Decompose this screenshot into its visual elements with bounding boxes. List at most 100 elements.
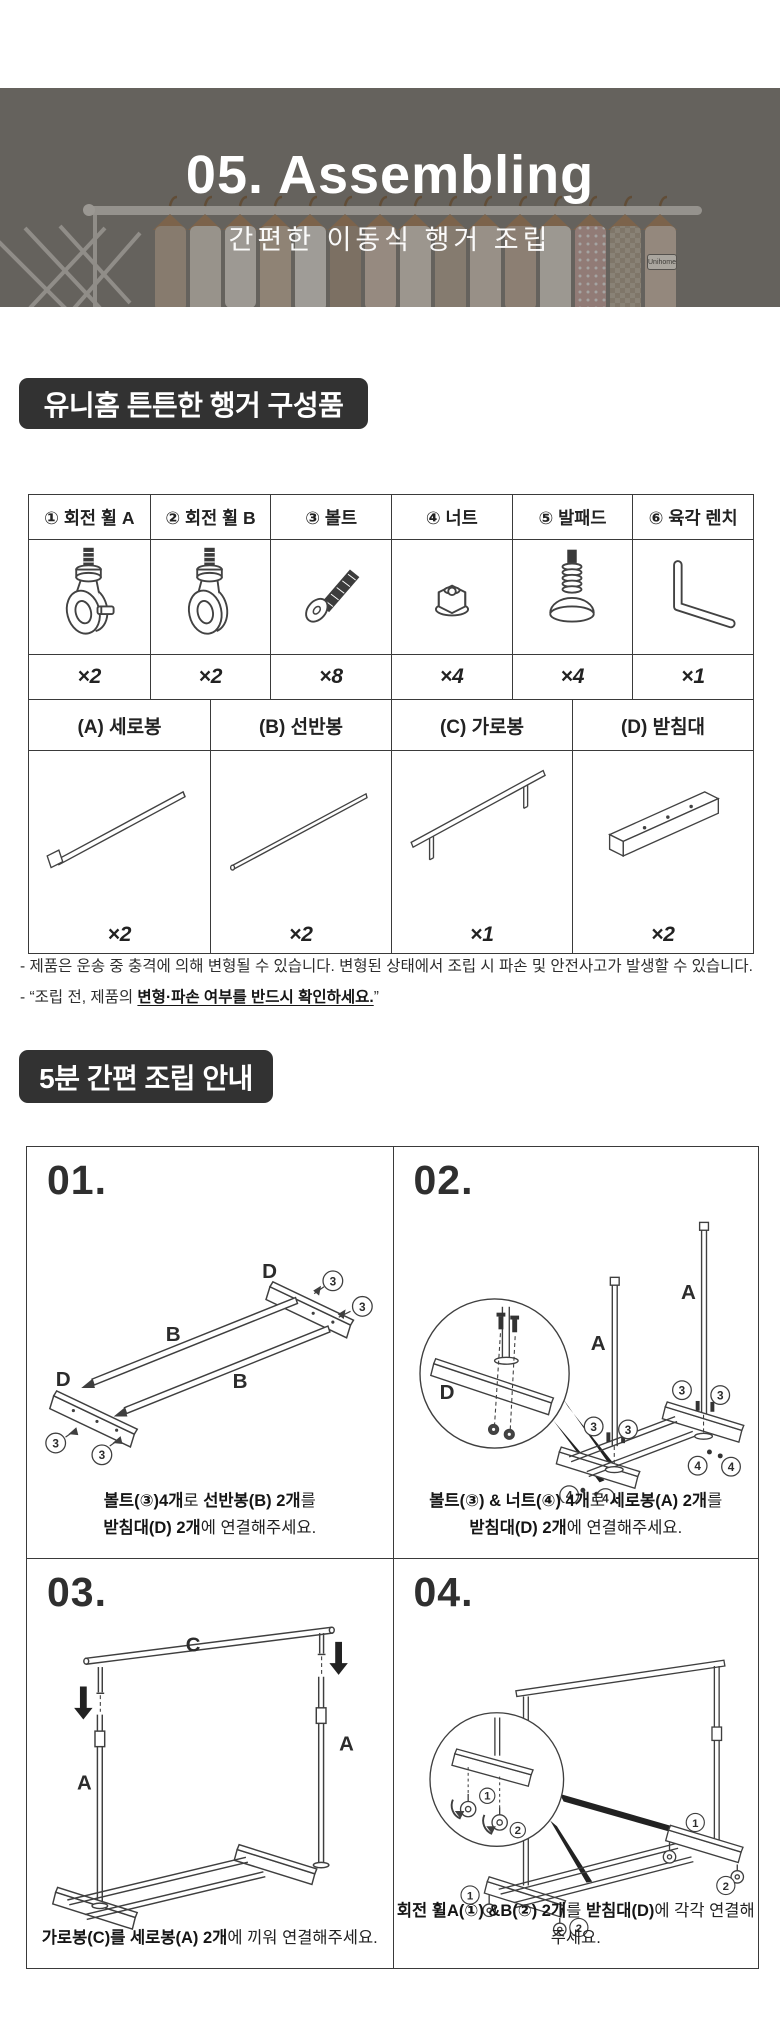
hardware-col-bolt: ③ 볼트 ×8	[270, 495, 391, 699]
vertical-pole-icon	[45, 790, 186, 869]
step-caption: 볼트(③) & 너트(④) 4개로 세로봉(A) 2개를 받침대(D) 2개에 …	[394, 1488, 759, 1542]
frame-col-horizontal-pole: (C) 가로봉 ×1	[391, 700, 572, 953]
part-label: (D) 받침대	[573, 700, 753, 751]
part-qty: ×2	[651, 923, 675, 946]
svg-text:D: D	[439, 1381, 454, 1404]
svg-text:2: 2	[514, 1824, 520, 1836]
svg-text:A: A	[339, 1733, 354, 1755]
svg-text:3: 3	[52, 1437, 59, 1450]
svg-text:3: 3	[624, 1424, 631, 1437]
svg-text:3: 3	[359, 1301, 366, 1314]
svg-text:D: D	[55, 1368, 70, 1391]
part-label: (C) 가로봉	[392, 700, 572, 751]
part-label: ③ 볼트	[271, 495, 391, 540]
step-01-diagram: 3 3 3 3 D D B B	[27, 1191, 393, 1467]
part-label: ② 회전 휠 B	[150, 495, 271, 540]
foot-pad-icon	[512, 540, 633, 655]
svg-text:B: B	[232, 1370, 247, 1393]
svg-text:4: 4	[602, 1493, 609, 1503]
part-qty: ×4	[560, 665, 585, 688]
svg-text:4: 4	[694, 1460, 701, 1473]
svg-text:C: C	[185, 1634, 200, 1656]
hex-wrench-icon	[633, 540, 753, 655]
part-qty: ×2	[198, 665, 223, 688]
part-label: (B) 선반봉	[211, 700, 391, 751]
step-number: 04.	[413, 1568, 474, 1615]
bolt-icon	[271, 540, 391, 655]
svg-text:3: 3	[590, 1421, 597, 1434]
hardware-col-caster-a: ① 회전 휠 A	[29, 495, 150, 699]
nut-icon	[391, 540, 512, 655]
part-label: ① 회전 휠 A	[29, 495, 150, 540]
parts-section-badge: 유니홈 튼튼한 행거 구성품	[19, 378, 368, 429]
note-line: - “조립 전, 제품의 변형·파손 여부를 반드시 확인하세요.”	[20, 989, 379, 1007]
frame-part-body: ×2	[29, 751, 210, 953]
part-qty: ×2	[77, 665, 102, 688]
hardware-grid: ① 회전 휠 A	[29, 495, 753, 699]
base-bar-icon	[608, 791, 720, 858]
caption-line: 받침대(D) 2개에 연결해주세요.	[103, 1518, 317, 1537]
hardware-col-nut: ④ 너트 ×4	[390, 495, 512, 699]
svg-text:3: 3	[717, 1389, 724, 1402]
hero-dark-overlay	[0, 88, 780, 307]
part-qty: ×8	[319, 665, 344, 688]
shelf-pole-icon	[229, 792, 368, 871]
caption-line: 볼트(③)4개로 선반봉(B) 2개를	[103, 1491, 316, 1510]
assembly-steps-grid: 01.	[26, 1146, 759, 1969]
svg-text:2: 2	[575, 1922, 581, 1934]
svg-text:3: 3	[329, 1275, 336, 1288]
caster-wheel-brake-icon	[29, 540, 150, 655]
frame-col-base-bar: (D) 받침대 ×2	[572, 700, 753, 953]
caption-line: 가로봉(C)를 세로봉(A) 2개에 끼워 연결해주세요.	[41, 1929, 378, 1947]
step-04-diagram: 1 2 1 2 1 2	[394, 1603, 759, 1937]
svg-text:A: A	[590, 1332, 605, 1355]
clothes-rack-photo	[0, 88, 780, 307]
svg-text:2: 2	[722, 1880, 728, 1892]
svg-text:3: 3	[678, 1385, 685, 1398]
caption-line: 회전 휠A(①) &B(②) 2개를 받침대(D)에 각각 연결해주세요.	[396, 1902, 755, 1947]
svg-text:D: D	[262, 1260, 277, 1283]
parts-table: ① 회전 휠 A	[28, 494, 754, 954]
svg-text:4: 4	[727, 1461, 734, 1474]
svg-text:A: A	[77, 1772, 92, 1794]
step-number: 02.	[413, 1157, 474, 1203]
frame-part-body: ×1	[392, 751, 572, 953]
caption-line: 볼트(③) & 너트(④) 4개로 세로봉(A) 2개를	[429, 1491, 723, 1510]
step-cell-01: 01.	[27, 1147, 393, 1558]
step-caption: 가로봉(C)를 세로봉(A) 2개에 끼워 연결해주세요.	[27, 1925, 393, 1952]
part-label: ④ 너트	[391, 495, 512, 540]
svg-text:3: 3	[98, 1449, 105, 1462]
step-number: 03.	[47, 1568, 107, 1615]
step-number: 01.	[47, 1157, 107, 1203]
step-cell-03: 03.	[27, 1557, 393, 1969]
caution-notes: - 제품은 운송 중 충격에 의해 변형될 수 있습니다. 변형된 상태에서 조…	[20, 956, 768, 1019]
note-line: - 제품은 운송 중 충격에 의해 변형될 수 있습니다. 변형된 상태에서 조…	[20, 958, 753, 975]
hardware-col-foot-pad: ⑤ 발패드 ×4	[511, 495, 633, 699]
frame-part-body: ×2	[211, 751, 391, 953]
step-caption: 볼트(③)4개로 선반봉(B) 2개를 받침대(D) 2개에 연결해주세요.	[27, 1488, 393, 1542]
part-qty: ×2	[107, 923, 132, 946]
hero-title: 05. Assembling	[185, 145, 595, 205]
part-qty: ×1	[470, 923, 494, 946]
frame-col-shelf-pole: (B) 선반봉 ×2	[210, 700, 391, 953]
caption-line: 받침대(D) 2개에 연결해주세요.	[469, 1518, 683, 1537]
svg-text:1: 1	[484, 1790, 491, 1802]
step-cell-04: 04.	[392, 1557, 759, 1968]
hero-text-block: 05. Assembling 간편한 이동식 행거 조립	[0, 88, 780, 307]
svg-text:B: B	[166, 1323, 181, 1346]
part-qty: ×1	[681, 665, 706, 688]
horizontal-pole-icon	[410, 769, 546, 861]
step-caption: 회전 휠A(①) &B(②) 2개를 받침대(D)에 각각 연결해주세요.	[394, 1898, 759, 1952]
step-cell-02: 02.	[392, 1147, 759, 1558]
svg-text:1: 1	[692, 1817, 699, 1829]
svg-text:1: 1	[467, 1890, 474, 1902]
frame-parts-grid: (A) 세로봉 ×2 (B) 선반봉 ×2	[29, 699, 753, 953]
hardware-col-caster-b: ② 회전 휠 B ×2	[149, 495, 271, 699]
svg-text:A: A	[681, 1281, 696, 1304]
step-02-diagram: 3 3 3 3 4 4 4 4 D A A	[394, 1191, 759, 1503]
part-qty: ×2	[289, 923, 313, 946]
hero-banner: Unihome 05. Assembling 간편한 이동식 행거 조립	[0, 88, 780, 307]
part-label: ⑤ 발패드	[512, 495, 633, 540]
caster-wheel-icon	[150, 540, 271, 655]
